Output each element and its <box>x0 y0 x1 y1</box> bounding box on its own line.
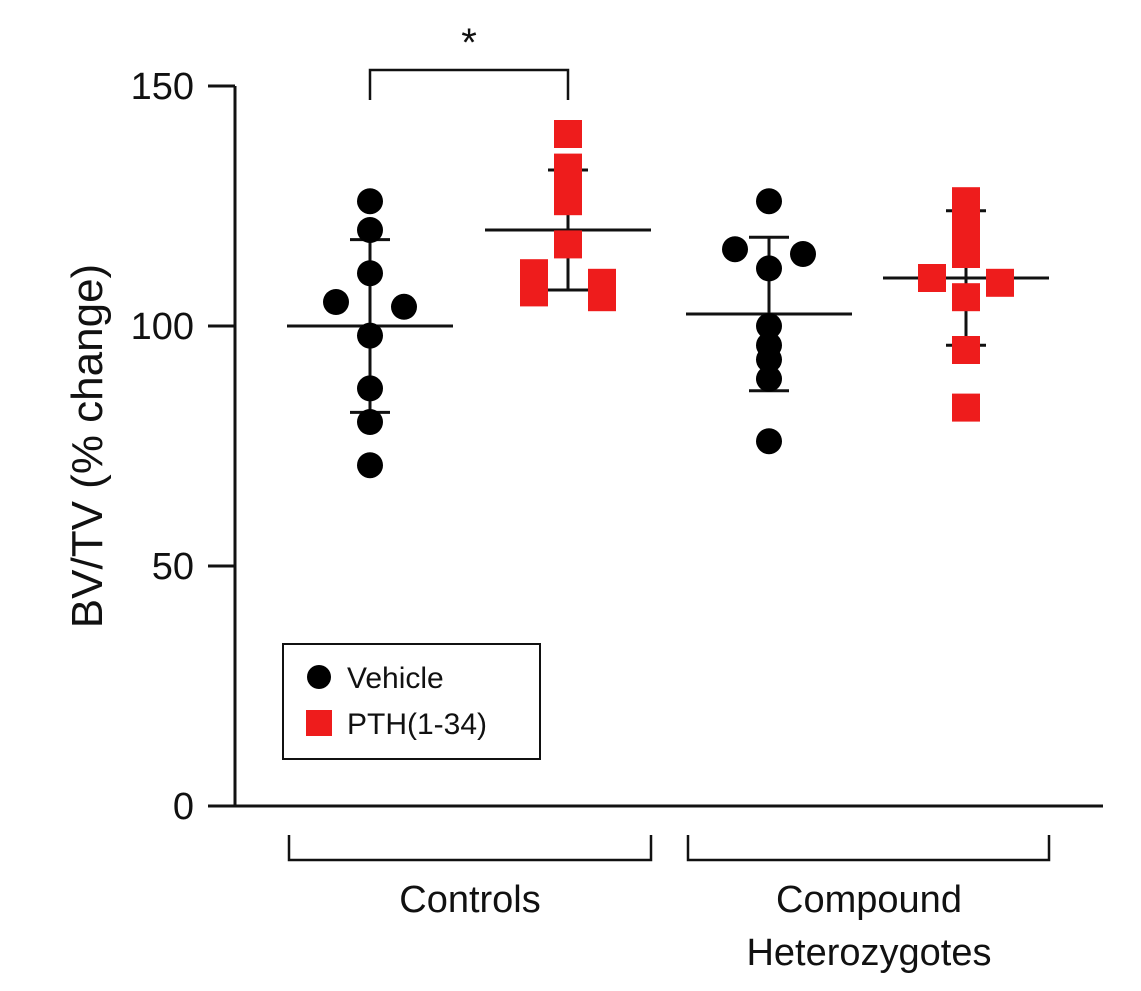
data-point-vehicle <box>391 293 417 320</box>
data-point-pth <box>952 283 980 312</box>
group-label-compound-line1: Compound <box>776 879 962 921</box>
group-label-compound-line2: Heterozygotes <box>746 932 991 974</box>
group-bracket-controls <box>287 835 653 862</box>
y-tick-label: 150 <box>131 66 194 108</box>
y-tick-label: 50 <box>152 546 194 588</box>
data-point-vehicle <box>756 313 782 339</box>
data-point-pth <box>554 187 582 216</box>
data-point-pth <box>952 336 980 364</box>
data-point-vehicle <box>323 289 349 315</box>
data-point-pth <box>918 264 946 292</box>
data-point-vehicle <box>756 428 782 455</box>
data-point-pth <box>554 120 582 148</box>
significance-bracket: * <box>368 21 570 100</box>
data-point-pth <box>986 268 1014 297</box>
data-point-pth <box>520 278 548 307</box>
data-point-pth <box>588 283 616 312</box>
legend-marker-vehicle <box>307 665 331 689</box>
data-point-vehicle <box>756 365 782 392</box>
y-tick-label: 0 <box>173 786 194 828</box>
data-point-vehicle <box>357 188 383 215</box>
group-bracket-compound-heterozygotes <box>686 835 1051 862</box>
legend-label-vehicle: Vehicle <box>347 662 444 695</box>
data-point-vehicle <box>357 260 383 287</box>
data-point-pth <box>952 216 980 244</box>
data-point-vehicle <box>357 217 383 243</box>
y-axis-title: BV/TV (% change) <box>63 264 112 628</box>
data-points <box>323 120 1014 479</box>
data-point-vehicle <box>357 409 383 435</box>
axes <box>233 86 1103 808</box>
data-point-vehicle <box>756 346 782 373</box>
data-point-vehicle <box>790 241 816 267</box>
y-ticks: 0 50 100 150 <box>131 66 235 828</box>
y-tick-label: 100 <box>131 306 194 348</box>
data-point-vehicle <box>357 452 383 479</box>
group-label-controls: Controls <box>399 879 541 921</box>
legend-label-pth: PTH(1-34) <box>347 708 487 741</box>
data-point-vehicle <box>357 322 383 349</box>
legend-box <box>282 643 541 760</box>
data-point-vehicle <box>756 255 782 282</box>
data-point-vehicle <box>756 188 782 215</box>
bracket-line <box>368 68 570 100</box>
group-brackets: Controls Compound Heterozygotes <box>287 835 1051 974</box>
data-point-pth <box>952 240 980 268</box>
data-point-pth <box>554 230 582 259</box>
legend: Vehicle PTH(1-34) <box>282 643 541 760</box>
data-point-pth <box>952 393 980 422</box>
legend-marker-pth <box>306 710 332 736</box>
significance-star: * <box>461 21 477 65</box>
data-point-vehicle <box>722 236 748 263</box>
data-point-vehicle <box>357 375 383 402</box>
